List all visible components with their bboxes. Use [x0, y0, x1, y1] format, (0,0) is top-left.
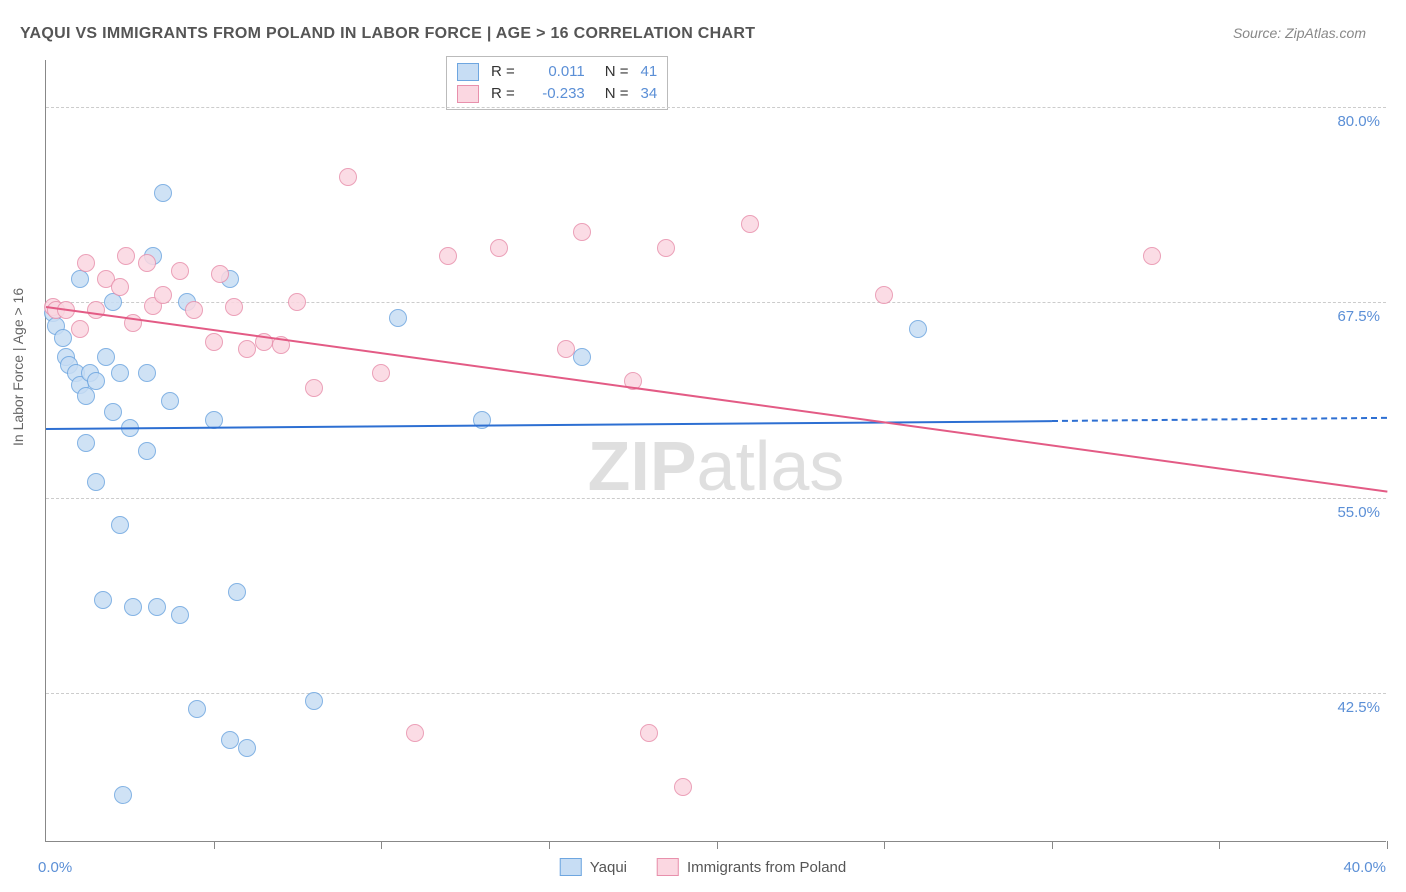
- x-tick: [1387, 841, 1388, 849]
- swatch-icon: [657, 858, 679, 876]
- x-tick: [1052, 841, 1053, 849]
- point-yaqui: [305, 692, 323, 710]
- point-poland: [557, 340, 575, 358]
- legend-stat-row: R =-0.233N = 34: [457, 83, 657, 105]
- gridline: [46, 302, 1386, 303]
- point-yaqui: [124, 598, 142, 616]
- swatch-icon: [457, 85, 479, 103]
- point-poland: [490, 239, 508, 257]
- point-yaqui: [87, 372, 105, 390]
- point-yaqui: [77, 434, 95, 452]
- point-poland: [657, 239, 675, 257]
- point-yaqui: [97, 348, 115, 366]
- legend-stat-row: R =0.011N = 41: [457, 61, 657, 83]
- point-poland: [875, 286, 893, 304]
- x-tick: [717, 841, 718, 849]
- x-tick: [549, 841, 550, 849]
- point-yaqui: [148, 598, 166, 616]
- point-poland: [185, 301, 203, 319]
- swatch-icon: [457, 63, 479, 81]
- point-poland: [71, 320, 89, 338]
- point-yaqui: [77, 387, 95, 405]
- point-poland: [117, 247, 135, 265]
- point-yaqui: [238, 739, 256, 757]
- source-label: Source: ZipAtlas.com: [1233, 25, 1366, 41]
- point-yaqui: [188, 700, 206, 718]
- watermark: ZIPatlas: [588, 426, 845, 506]
- point-yaqui: [114, 786, 132, 804]
- y-tick-label: 42.5%: [1337, 699, 1380, 716]
- point-poland: [674, 778, 692, 796]
- swatch-icon: [560, 858, 582, 876]
- point-poland: [225, 298, 243, 316]
- point-yaqui: [54, 329, 72, 347]
- point-poland: [741, 215, 759, 233]
- point-poland: [640, 724, 658, 742]
- point-yaqui: [104, 403, 122, 421]
- point-yaqui: [389, 309, 407, 327]
- point-yaqui: [161, 392, 179, 410]
- regression-poland: [46, 306, 1387, 493]
- legend-stats: R =0.011N = 41R =-0.233N = 34: [446, 56, 668, 110]
- point-yaqui: [228, 583, 246, 601]
- x-tick: [214, 841, 215, 849]
- point-yaqui: [111, 364, 129, 382]
- point-yaqui: [87, 473, 105, 491]
- point-poland: [205, 333, 223, 351]
- point-yaqui: [94, 591, 112, 609]
- legend-item: Yaqui: [560, 858, 627, 876]
- gridline: [46, 107, 1386, 108]
- gridline: [46, 693, 1386, 694]
- point-poland: [439, 247, 457, 265]
- y-tick-label: 55.0%: [1337, 504, 1380, 521]
- x-axis-max-label: 40.0%: [1343, 859, 1386, 876]
- plot-area: R =0.011N = 41R =-0.233N = 34 ZIPatlas 8…: [45, 60, 1386, 842]
- point-poland: [1143, 247, 1161, 265]
- point-yaqui: [111, 516, 129, 534]
- point-poland: [372, 364, 390, 382]
- point-yaqui: [154, 184, 172, 202]
- point-yaqui: [573, 348, 591, 366]
- x-axis-min-label: 0.0%: [38, 859, 72, 876]
- point-poland: [288, 293, 306, 311]
- point-poland: [171, 262, 189, 280]
- point-poland: [573, 223, 591, 241]
- point-poland: [339, 168, 357, 186]
- x-tick: [1219, 841, 1220, 849]
- point-poland: [154, 286, 172, 304]
- regression-yaqui-ext: [1052, 417, 1387, 422]
- point-yaqui: [71, 270, 89, 288]
- point-yaqui: [171, 606, 189, 624]
- point-yaqui: [138, 442, 156, 460]
- point-poland: [211, 265, 229, 283]
- point-poland: [305, 379, 323, 397]
- legend-item: Immigrants from Poland: [657, 858, 846, 876]
- legend-label: Yaqui: [590, 859, 627, 876]
- point-yaqui: [221, 731, 239, 749]
- point-yaqui: [138, 364, 156, 382]
- point-poland: [77, 254, 95, 272]
- y-tick-label: 67.5%: [1337, 308, 1380, 325]
- x-tick: [884, 841, 885, 849]
- y-axis-label: In Labor Force | Age > 16: [10, 288, 26, 446]
- y-tick-label: 80.0%: [1337, 113, 1380, 130]
- x-tick: [381, 841, 382, 849]
- point-poland: [87, 301, 105, 319]
- point-yaqui: [909, 320, 927, 338]
- point-poland: [111, 278, 129, 296]
- chart-title: YAQUI VS IMMIGRANTS FROM POLAND IN LABOR…: [20, 25, 755, 43]
- point-poland: [238, 340, 256, 358]
- point-yaqui: [104, 293, 122, 311]
- legend-series: Yaqui Immigrants from Poland: [560, 858, 847, 876]
- legend-label: Immigrants from Poland: [687, 859, 846, 876]
- point-poland: [138, 254, 156, 272]
- point-poland: [406, 724, 424, 742]
- gridline: [46, 498, 1386, 499]
